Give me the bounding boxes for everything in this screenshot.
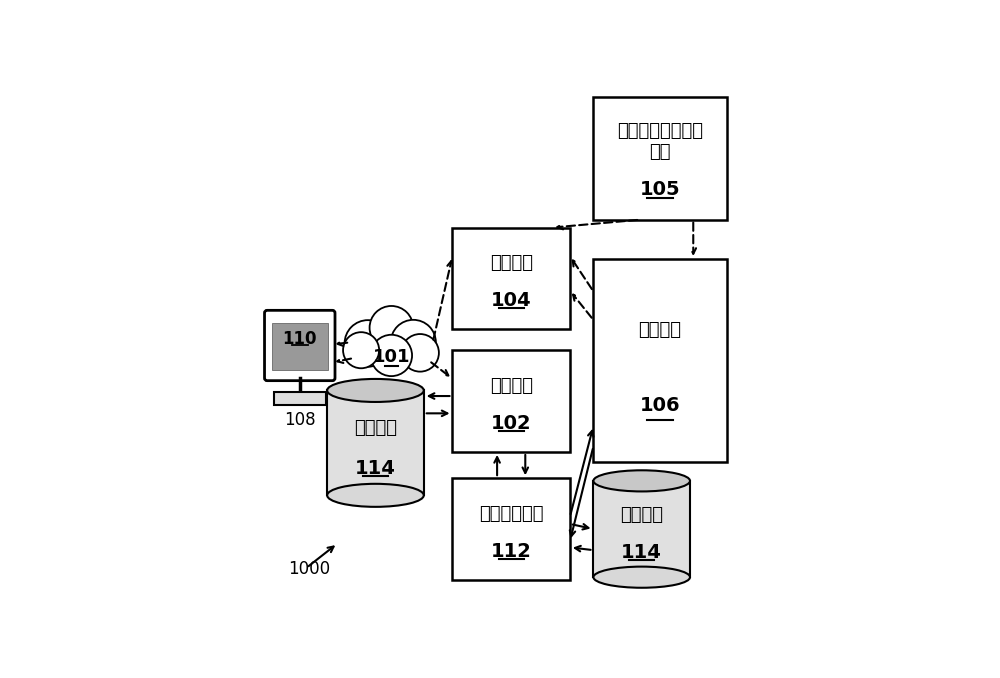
Text: 令牌管理系统: 令牌管理系统: [479, 504, 543, 523]
Text: 编排数据: 编排数据: [354, 418, 397, 437]
FancyBboxPatch shape: [272, 323, 328, 370]
Ellipse shape: [327, 484, 424, 507]
Text: 1000: 1000: [288, 561, 330, 578]
FancyBboxPatch shape: [452, 351, 570, 452]
Text: 106: 106: [640, 396, 680, 415]
Text: 114: 114: [621, 543, 662, 562]
FancyBboxPatch shape: [327, 391, 424, 496]
FancyBboxPatch shape: [593, 481, 690, 577]
Text: 112: 112: [491, 542, 532, 561]
FancyBboxPatch shape: [593, 97, 727, 220]
Text: 104: 104: [491, 292, 532, 311]
Text: 110: 110: [283, 330, 317, 348]
Text: 第一系统: 第一系统: [490, 254, 533, 272]
Text: 102: 102: [491, 414, 532, 433]
Text: 105: 105: [640, 180, 680, 199]
FancyBboxPatch shape: [265, 311, 335, 380]
Text: 第二系统: 第二系统: [490, 377, 533, 395]
Text: 114: 114: [355, 459, 396, 478]
Text: 108: 108: [284, 411, 316, 428]
Text: 101: 101: [373, 348, 410, 366]
FancyBboxPatch shape: [274, 391, 326, 405]
Ellipse shape: [593, 471, 690, 492]
FancyBboxPatch shape: [452, 478, 570, 580]
Text: 第三方服务提供方: 第三方服务提供方: [617, 122, 703, 140]
Ellipse shape: [593, 567, 690, 588]
FancyBboxPatch shape: [452, 228, 570, 330]
FancyBboxPatch shape: [593, 259, 727, 462]
Text: 系统: 系统: [649, 143, 671, 161]
Text: 令牌数据: 令牌数据: [620, 506, 663, 524]
Ellipse shape: [327, 379, 424, 402]
Text: 第三系统: 第三系统: [638, 321, 681, 339]
